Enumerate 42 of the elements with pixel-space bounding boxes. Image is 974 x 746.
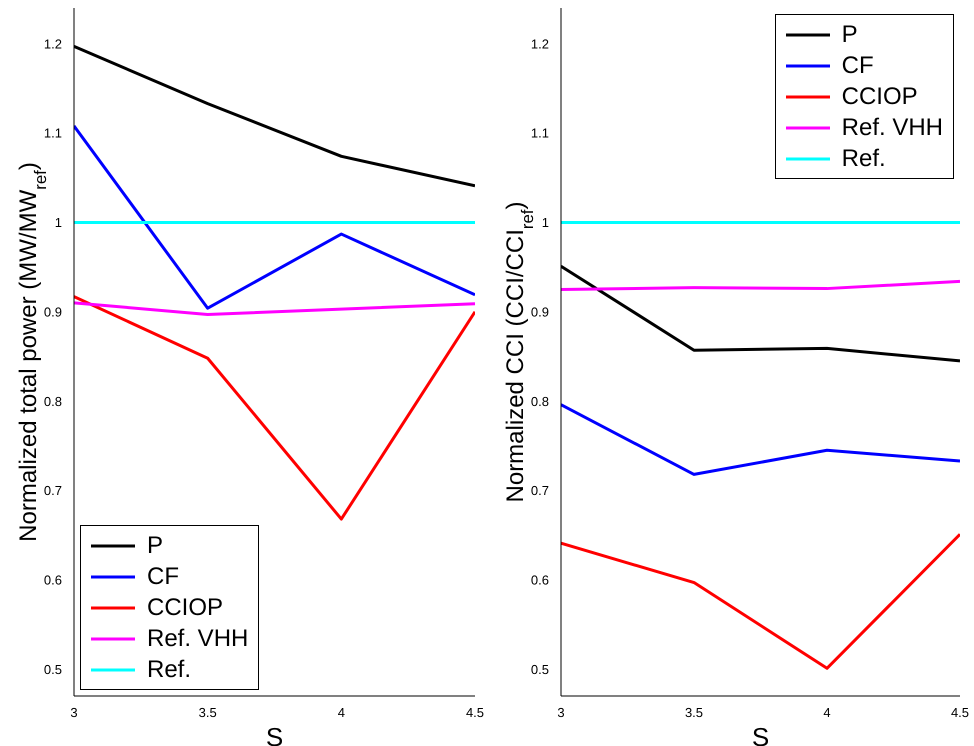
- y-tick-label: 1.2: [530, 36, 549, 52]
- line-series: [74, 124, 475, 310]
- y-tick-label: 0.6: [530, 572, 549, 588]
- line-series: [561, 280, 960, 291]
- x-tick-label: 4: [338, 705, 345, 720]
- x-tick-label: 3: [557, 705, 565, 720]
- legend-label: CCIOP: [842, 82, 918, 110]
- legend-label: P: [842, 20, 858, 48]
- x-tick-label: 3.5: [198, 705, 217, 720]
- legend-label: P: [147, 532, 164, 560]
- x-tick-label: 3: [70, 705, 78, 720]
- x-tick-label: 4.5: [466, 705, 484, 720]
- legend-label: Ref.: [842, 144, 886, 172]
- legend-label: Ref. VHH: [842, 114, 943, 142]
- legend-label: CF: [842, 52, 874, 80]
- legend-label: CF: [147, 562, 179, 590]
- line-series: [74, 301, 475, 316]
- y-tick-label: 1.1: [44, 126, 62, 141]
- y-tick-label: 0.5: [530, 662, 549, 677]
- x-tick-label: 4: [823, 705, 831, 720]
- y-tick-label: 0.6: [44, 572, 62, 588]
- x-tick-label: 3.5: [684, 705, 704, 720]
- line-series: [74, 295, 475, 521]
- y-tick-label: 0.5: [44, 662, 62, 677]
- y-tick-label: 1: [54, 215, 62, 230]
- y-tick-label: 1: [542, 215, 549, 230]
- y-tick-label: 0.8: [44, 394, 62, 409]
- y-tick-label: 0.7: [530, 483, 549, 498]
- legend-label: Ref.: [147, 656, 192, 684]
- line-series: [561, 403, 960, 476]
- x-axis-title: S: [266, 722, 284, 746]
- y-tick-label: 0.9: [44, 304, 62, 320]
- y-tick-label: 1.2: [44, 36, 62, 52]
- y-tick-label: 0.7: [44, 483, 62, 498]
- x-axis-title: S: [752, 722, 770, 746]
- legend-label: Ref. VHH: [147, 624, 248, 652]
- y-tick-label: 0.8: [530, 394, 549, 409]
- y-tick-label: 1.1: [530, 126, 549, 141]
- line-series: [561, 532, 960, 670]
- x-tick-label: 4.5: [950, 705, 970, 720]
- y-tick-label: 0.9: [530, 304, 549, 320]
- legend-label: CCIOP: [147, 594, 224, 622]
